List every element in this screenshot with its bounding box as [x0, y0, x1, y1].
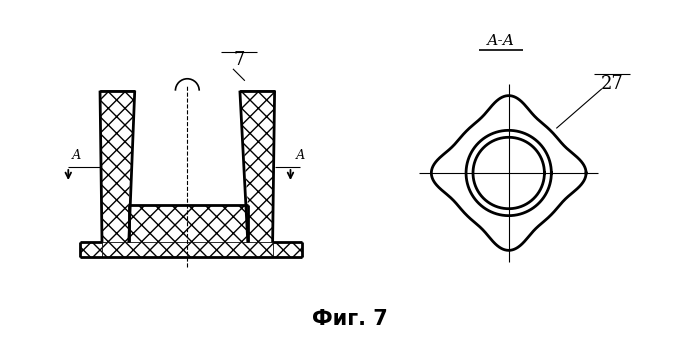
Polygon shape: [431, 96, 586, 250]
Polygon shape: [240, 91, 274, 243]
Polygon shape: [80, 243, 102, 257]
Text: А: А: [295, 149, 305, 162]
Polygon shape: [102, 243, 273, 257]
Text: Фиг. 7: Фиг. 7: [312, 309, 388, 329]
Polygon shape: [129, 91, 248, 205]
Polygon shape: [273, 243, 302, 257]
Circle shape: [473, 137, 544, 209]
Text: 27: 27: [600, 75, 623, 93]
Text: А-А: А-А: [487, 34, 515, 48]
Polygon shape: [129, 205, 248, 243]
Polygon shape: [100, 91, 135, 243]
Text: А: А: [71, 149, 81, 162]
Circle shape: [466, 130, 551, 216]
Circle shape: [466, 130, 551, 216]
Text: 7: 7: [233, 51, 244, 69]
Polygon shape: [135, 91, 240, 205]
